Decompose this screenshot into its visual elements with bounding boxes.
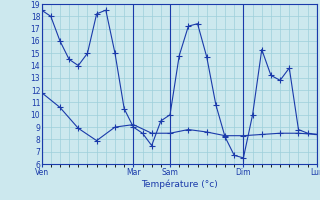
X-axis label: Température (°c): Température (°c) xyxy=(141,180,218,189)
